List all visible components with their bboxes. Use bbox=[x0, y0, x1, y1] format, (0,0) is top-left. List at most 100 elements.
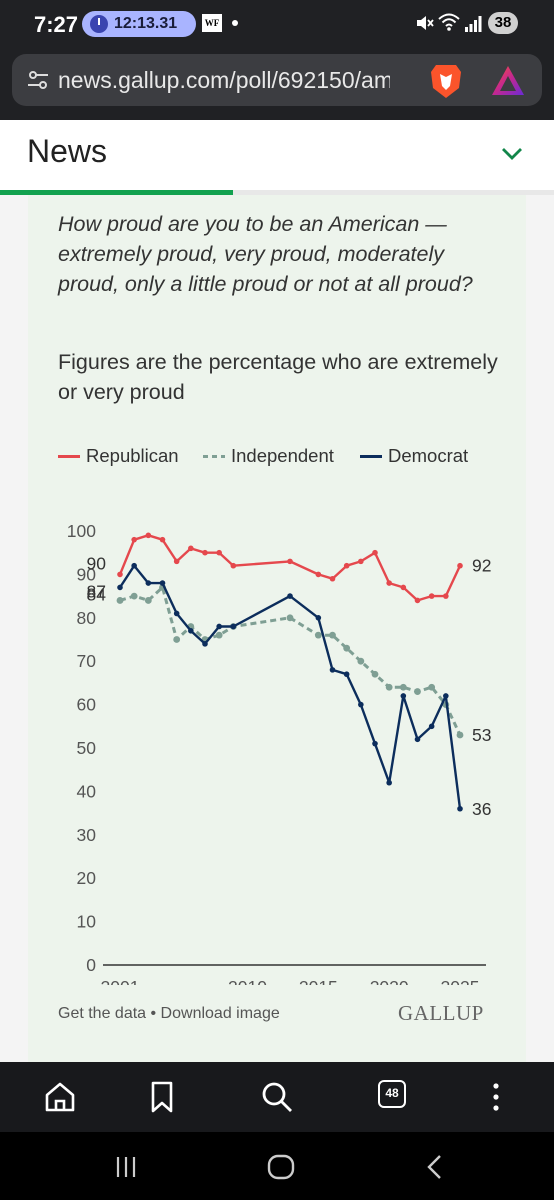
data-point-republican bbox=[358, 558, 364, 565]
more-vert-icon[interactable] bbox=[478, 1079, 514, 1115]
data-point-democrat bbox=[443, 693, 449, 699]
tabs-icon[interactable]: 48 bbox=[378, 1080, 406, 1108]
x-tick-label: 2020 bbox=[370, 977, 409, 985]
back-icon[interactable] bbox=[420, 1152, 450, 1182]
x-tick-label: 2001 bbox=[101, 977, 140, 985]
notification-dot-icon bbox=[232, 20, 238, 26]
url-bar[interactable]: news.gallup.com/poll/692150/american-pri… bbox=[12, 54, 542, 106]
data-point-democrat bbox=[343, 671, 350, 678]
data-point-democrat bbox=[457, 805, 463, 812]
data-point-democrat bbox=[188, 628, 194, 634]
y-tick-label: 70 bbox=[77, 651, 97, 671]
data-point-republican bbox=[159, 536, 166, 543]
section-title: News bbox=[27, 133, 108, 169]
legend-label-independent: Independent bbox=[231, 445, 334, 466]
web-page: News How proud are you to be an American… bbox=[0, 120, 554, 1062]
chart-legend: Republican Independent Democrat bbox=[58, 444, 508, 468]
chart-subtitle: Figures are the percentage who are extre… bbox=[58, 350, 498, 404]
recents-icon[interactable] bbox=[111, 1152, 141, 1182]
timer-value: 12:13.31 bbox=[114, 15, 178, 32]
data-point-democrat bbox=[230, 623, 237, 630]
home-circle-icon[interactable] bbox=[266, 1152, 296, 1182]
data-point-republican bbox=[202, 549, 208, 556]
data-point-democrat bbox=[131, 562, 137, 569]
series-line-republican bbox=[118, 534, 462, 602]
data-point-democrat bbox=[372, 740, 378, 747]
y-tick-label: 50 bbox=[77, 738, 97, 758]
tune-icon[interactable] bbox=[26, 68, 50, 92]
series-line-democrat bbox=[118, 564, 462, 809]
data-point-democrat bbox=[216, 623, 222, 630]
data-point-independent bbox=[173, 636, 181, 643]
bookmark-icon[interactable] bbox=[144, 1079, 180, 1115]
data-point-independent bbox=[329, 631, 336, 639]
end-label-republican: 92 bbox=[472, 556, 491, 576]
scroll-progress-bar bbox=[0, 190, 554, 195]
home-icon[interactable] bbox=[42, 1079, 78, 1115]
legend-swatch-democrat bbox=[360, 455, 382, 458]
data-point-republican bbox=[315, 571, 322, 578]
data-point-republican bbox=[287, 558, 293, 565]
data-point-republican bbox=[372, 549, 378, 556]
status-time: 7:27 bbox=[34, 12, 79, 37]
data-point-independent bbox=[314, 631, 322, 639]
y-tick-label: 20 bbox=[77, 868, 97, 888]
data-point-democrat bbox=[329, 667, 336, 673]
data-point-republican bbox=[117, 571, 123, 578]
data-point-democrat bbox=[173, 610, 180, 617]
chart-question: How proud are you to be an American — ex… bbox=[58, 212, 473, 296]
system-nav-bar bbox=[0, 1132, 554, 1200]
y-tick-label: 30 bbox=[77, 825, 97, 845]
data-point-republican bbox=[428, 593, 435, 599]
legend-label-republican: Republican bbox=[86, 445, 179, 466]
url-text[interactable]: news.gallup.com/poll/692150/american-pri… bbox=[58, 67, 390, 93]
data-point-republican bbox=[230, 562, 237, 569]
data-point-republican bbox=[386, 580, 392, 586]
browser-toolbar: 48 bbox=[0, 1062, 554, 1132]
chevron-down-icon[interactable] bbox=[500, 146, 524, 162]
wf-badge-icon: WF bbox=[202, 14, 222, 32]
signal-icon bbox=[465, 16, 482, 32]
y-tick-label: 90 bbox=[77, 564, 97, 584]
data-point-independent bbox=[399, 683, 407, 691]
section-header: News bbox=[0, 120, 554, 195]
browser-address-area: news.gallup.com/poll/692150/american-pri… bbox=[0, 46, 554, 120]
y-tick-label: 60 bbox=[77, 695, 97, 715]
data-point-independent bbox=[215, 631, 223, 639]
data-point-independent bbox=[286, 614, 294, 622]
rewards-triangle-icon[interactable] bbox=[490, 64, 526, 98]
data-point-independent bbox=[357, 657, 365, 665]
legend-swatch-independent bbox=[203, 455, 225, 458]
battery-badge: 38 bbox=[488, 12, 518, 34]
data-point-independent bbox=[385, 683, 393, 691]
chart-card: How proud are you to be an American — ex… bbox=[28, 195, 526, 1062]
search-icon[interactable] bbox=[259, 1079, 295, 1115]
data-point-independent bbox=[130, 592, 138, 600]
data-point-democrat bbox=[386, 779, 392, 786]
y-tick-label: 0 bbox=[86, 955, 96, 975]
gallup-logo: GALLUP bbox=[398, 1001, 484, 1025]
data-point-republican bbox=[443, 593, 449, 599]
data-point-republican bbox=[414, 597, 421, 604]
data-point-democrat bbox=[117, 584, 123, 591]
y-tick-label: 100 bbox=[67, 521, 96, 541]
data-point-democrat bbox=[287, 593, 293, 599]
legend-swatch-republican bbox=[58, 455, 80, 458]
data-point-independent bbox=[428, 683, 436, 691]
data-point-democrat bbox=[358, 701, 364, 708]
chart-footer-links[interactable]: Get the data • Download image bbox=[58, 1005, 280, 1022]
data-point-democrat bbox=[315, 615, 322, 621]
data-point-democrat bbox=[400, 693, 407, 699]
data-point-republican bbox=[188, 545, 194, 552]
legend-label-democrat: Democrat bbox=[388, 445, 469, 466]
data-point-republican bbox=[457, 562, 463, 569]
brave-lion-icon[interactable] bbox=[428, 62, 464, 100]
timer-chip[interactable]: 12:13.31 bbox=[82, 11, 196, 37]
end-label-independent: 53 bbox=[472, 725, 491, 745]
data-point-democrat bbox=[428, 723, 435, 730]
data-point-republican bbox=[216, 549, 222, 556]
end-label-democrat: 36 bbox=[472, 799, 491, 819]
data-point-democrat bbox=[159, 580, 166, 586]
start-label-democrat: 87 bbox=[87, 581, 106, 601]
data-point-independent bbox=[456, 731, 464, 739]
